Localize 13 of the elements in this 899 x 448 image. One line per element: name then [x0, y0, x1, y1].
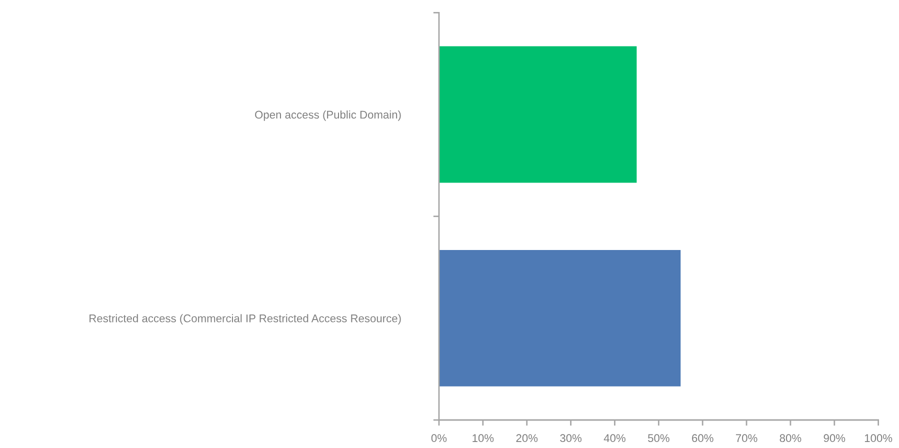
y-tick-label: Open access (Public Domain)	[255, 110, 401, 121]
x-tick-label: 30%	[560, 434, 582, 442]
x-tick-label: 20%	[516, 434, 538, 442]
x-tick-label: 80%	[780, 434, 802, 442]
y-tick-label: Restricted access (Commercial IP Restricted Access Resource)	[90, 314, 401, 324]
x-tick-label: 50%	[648, 434, 670, 442]
x-tick-label: 60%	[692, 434, 714, 442]
x-tick-label: 70%	[736, 434, 758, 442]
x-tick-label: 100%	[864, 434, 892, 442]
x-tick-label: 90%	[824, 434, 846, 442]
x-tick-label: 0%	[431, 434, 447, 442]
x-tick-label: 10%	[472, 434, 494, 442]
x-tick-label: 40%	[604, 434, 626, 442]
